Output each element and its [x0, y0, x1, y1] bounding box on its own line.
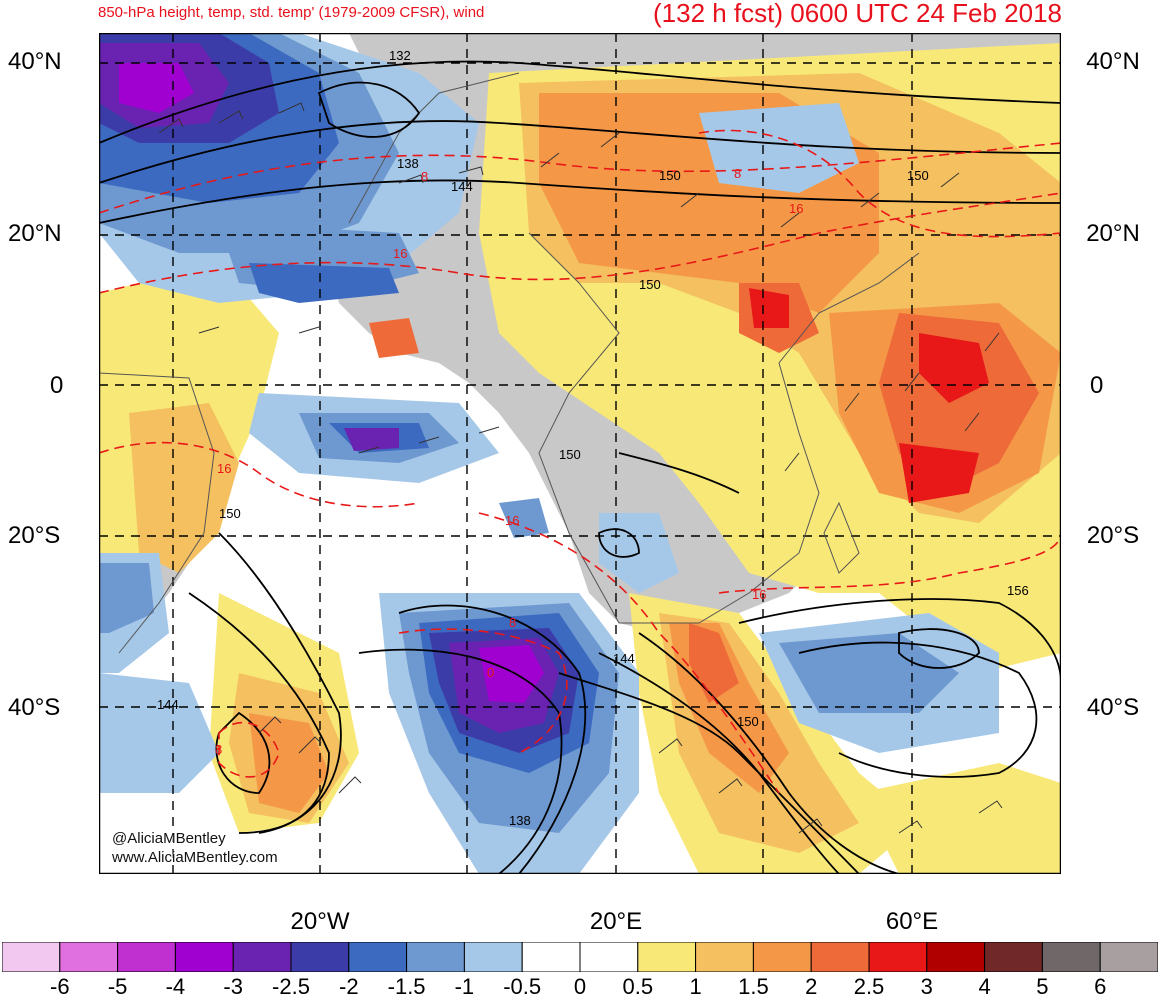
lat-label-left: 20°N: [8, 220, 62, 247]
colorbar-tick-label: -1.5: [387, 974, 426, 999]
colorbar-swatch: [926, 942, 986, 972]
map-panel: 132 138 144 150 150 150 150 150 150 156 …: [99, 33, 1061, 874]
temperature-contour-label: 16: [789, 201, 803, 216]
lat-label-left: 20°S: [8, 522, 61, 549]
height-contour-label: 144: [157, 697, 179, 712]
colorbar-swatch: [174, 942, 234, 972]
colorbar-tick-label: 2: [805, 974, 818, 999]
colorbar: [2, 942, 1158, 972]
height-contour-label: 138: [397, 156, 419, 171]
colorbar-swatch: [2, 942, 61, 972]
lat-label-right: 40°N: [1086, 48, 1140, 75]
colorbar-tick-label: 6: [1094, 974, 1107, 999]
colorbar-swatch: [752, 942, 812, 972]
temperature-contour-label: 16: [752, 587, 766, 602]
colorbar-swatch: [1099, 942, 1158, 972]
temperature-contours: [99, 129, 1061, 794]
height-contour-label: 150: [907, 168, 929, 183]
lat-label-left: 40°N: [8, 48, 62, 75]
height-contour-label: 138: [509, 813, 531, 828]
colorbar-swatch: [810, 942, 870, 972]
lat-label-left: 0: [50, 372, 64, 399]
height-contours: [99, 60, 1061, 874]
colorbar-tick-label: 2.5: [853, 974, 885, 999]
colorbar-tick-label: -3: [223, 974, 243, 999]
temperature-contour-label: 16: [505, 513, 519, 528]
height-contour-label: 144: [613, 651, 635, 666]
height-contour-label: 132: [389, 48, 411, 63]
height-contour-label: 156: [1007, 583, 1029, 598]
lat-label-left: 40°S: [8, 694, 61, 721]
map-frame: [99, 33, 1061, 874]
colorbar-tick-label: -6: [50, 974, 70, 999]
temperature-contour-label: 8: [421, 169, 428, 184]
colorbar-tick-label: 0: [573, 974, 587, 999]
colorbar-tick-label: 0.5: [622, 974, 654, 999]
colorbar-swatch: [984, 942, 1043, 972]
height-contour-label: 150: [559, 447, 581, 462]
colorbar-swatch: [117, 942, 176, 972]
forecast-title: (132 h fcst) 0600 UTC 24 Feb 2018: [652, 0, 1062, 28]
anomaly-shading: [99, 33, 1061, 874]
lat-label-right: 20°S: [1086, 522, 1140, 549]
colorbar-tick-label: -2.5: [272, 974, 310, 999]
colorbar-tick-label: 1.5: [738, 974, 769, 999]
temperature-contour-label: 8: [215, 742, 222, 757]
colorbar-swatch: [1041, 942, 1101, 972]
colorbar-tick-label: 4: [978, 974, 991, 999]
temperature-contour-label: 0: [487, 665, 494, 680]
colorbar-tick-label: -0.5: [503, 974, 542, 999]
colorbar-swatch: [579, 942, 639, 972]
colorbar-tick-label: 5: [1036, 974, 1049, 999]
temperature-contour-label: 16: [217, 461, 231, 476]
credit-handle: @AliciaMBentley: [112, 830, 226, 847]
colorbar-swatch: [868, 942, 928, 972]
colorbar-swatch: [695, 942, 754, 972]
colorbar-tick-label: -1: [454, 974, 475, 999]
wind-barbs: [158, 102, 1003, 834]
temperature-contour-label: 8: [509, 615, 516, 630]
height-contour-label: 150: [639, 277, 661, 292]
height-contour-label: 150: [219, 506, 241, 521]
lat-label-right: 0: [1090, 372, 1104, 399]
lon-label: 60°E: [885, 908, 939, 935]
colorbar-tick-label: 3: [920, 974, 933, 999]
colorbar-swatch: [232, 942, 292, 972]
colorbar-tick-label: -4: [165, 974, 186, 999]
height-contour-label: 150: [659, 168, 681, 183]
lat-label-right: 20°N: [1086, 220, 1140, 247]
colorbar-tick-label: -5: [107, 974, 128, 999]
credit-website: www.AliciaMBentley.com: [112, 849, 278, 866]
map-subtitle: 850-hPa height, temp, std. temp' (1979-2…: [98, 4, 485, 21]
lon-label: 20°E: [589, 908, 643, 935]
colorbar-swatch: [290, 942, 350, 972]
height-contour-label: 150: [737, 714, 759, 729]
colorbar-tick-label: 1: [689, 974, 702, 999]
colorbar-swatch: [406, 942, 465, 972]
colorbar-swatch: [59, 942, 119, 972]
height-contour-label: 144: [451, 179, 473, 194]
colorbar-swatch: [521, 942, 581, 972]
colorbar-swatch: [463, 942, 523, 972]
lat-label-right: 40°S: [1086, 694, 1140, 721]
lon-label: 20°W: [290, 908, 350, 935]
temperature-contour-label: 16: [393, 246, 407, 261]
temperature-contour-label: 8: [734, 166, 741, 181]
colorbar-tick-label: -2: [339, 974, 359, 999]
graticule: [99, 33, 1061, 874]
colorbar-swatch: [348, 942, 408, 972]
colorbar-swatch: [637, 942, 697, 972]
